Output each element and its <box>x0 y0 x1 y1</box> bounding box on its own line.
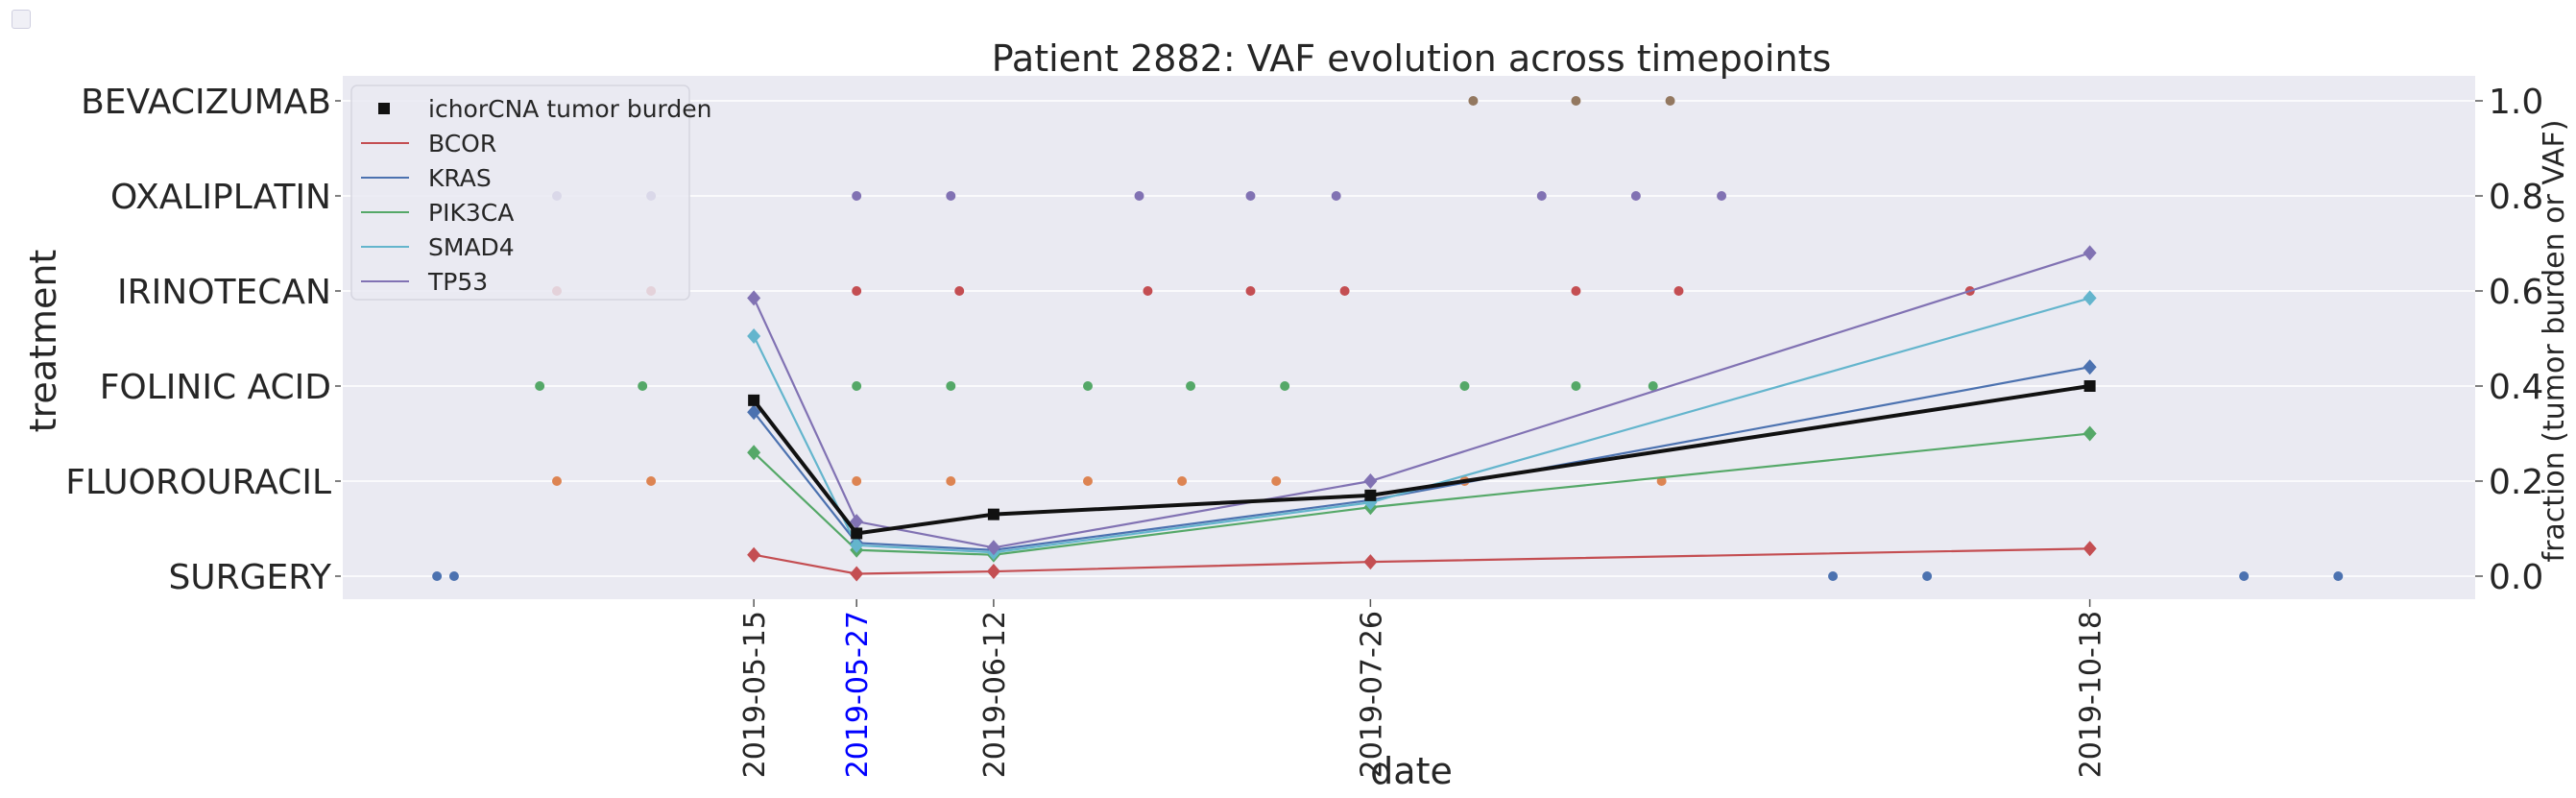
treatment-event-dot <box>1083 476 1094 486</box>
treatment-event-dot <box>2239 571 2250 581</box>
series-point <box>1364 489 1377 501</box>
series-point <box>851 527 863 540</box>
y-left-tick-label: OXALIPLATIN <box>110 178 331 217</box>
treatment-event-dot <box>852 286 862 296</box>
series-point <box>747 328 761 345</box>
y-right-tick-label: 0.2 <box>2489 463 2543 502</box>
series-point <box>1363 473 1378 489</box>
series-point <box>2082 359 2097 375</box>
y-left-tick-label: SURGERY <box>168 558 332 597</box>
x-tick-label: 2019-05-27 <box>841 611 875 778</box>
treatment-event-dot <box>1571 381 1581 391</box>
treatment-event-dot <box>954 286 965 296</box>
treatment-event-dot <box>852 476 862 486</box>
series-point <box>2082 541 2097 557</box>
plot-area <box>343 76 2475 599</box>
series-point <box>747 404 761 421</box>
series-point <box>986 564 1000 580</box>
treatment-event-dot <box>1271 476 1282 486</box>
legend-label: PIK3CA <box>428 199 514 227</box>
treatment-event-dot <box>1339 286 1350 296</box>
y-left-tick-label: FOLINIC ACID <box>100 368 331 407</box>
series-point <box>1363 554 1378 570</box>
x-axis-label: date <box>1370 750 1453 792</box>
treatment-event-dot <box>946 476 956 486</box>
series-point <box>747 290 761 306</box>
treatment-event-dot <box>1143 286 1153 296</box>
legend: ichorCNA tumor burden BCOR KRAS PIK3CA SMAD4… <box>350 85 711 301</box>
y-axis-left-label: treatment <box>22 250 64 433</box>
treatment-event-dot <box>1571 96 1581 106</box>
y-right-tick-label: 0.8 <box>2489 178 2543 217</box>
x-tick-label: 2019-06-12 <box>978 611 1012 778</box>
treatment-event-dot <box>1245 191 1256 201</box>
legend-label: ichorCNA tumor burden <box>428 95 711 123</box>
treatment-event-dot <box>1648 381 1658 391</box>
treatment-event-dot <box>1665 96 1675 106</box>
treatment-event-dot <box>1630 191 1641 201</box>
legend-label: TP53 <box>427 268 488 296</box>
series-point <box>850 537 864 553</box>
y-left-tick-label: IRINOTECAN <box>117 273 331 312</box>
treatment-event-dot <box>535 381 545 391</box>
axis-layer: SURGERY FLUOROURACIL FOLINIC ACID IRINOTECA… <box>65 83 2543 778</box>
corner-checkbox <box>12 10 31 29</box>
series-point <box>850 566 864 582</box>
legend-frame <box>350 85 690 301</box>
y-left-tick-label: FLUOROURACIL <box>65 463 331 502</box>
treatment-event-dot <box>432 571 443 581</box>
x-tick-label: 2019-10-18 <box>2075 611 2108 778</box>
y-axis-right-label: fraction (tumor burden or VAF) <box>2538 120 2571 563</box>
treatment-event-dot <box>1459 381 1470 391</box>
y-right-tick-label: 0.4 <box>2489 368 2543 407</box>
y-left-tick-label: BEVACIZUMAB <box>81 83 331 122</box>
series-point <box>850 514 864 530</box>
y-right-tick-label: 0.6 <box>2489 273 2543 312</box>
treatment-event-dot <box>1245 286 1256 296</box>
x-tick-label: 2019-07-26 <box>1355 611 1388 778</box>
series-point <box>987 508 999 520</box>
series-point <box>747 546 761 563</box>
treatment-event-dot <box>1673 286 1684 296</box>
treatment-event-dot <box>1186 381 1196 391</box>
treatment-event-dot <box>551 476 562 486</box>
series-point <box>986 540 1000 556</box>
series-layer <box>747 245 2097 582</box>
treatment-event-dot <box>1922 571 1933 581</box>
legend-label: SMAD4 <box>428 233 515 261</box>
legend-label: BCOR <box>428 130 496 157</box>
treatment-event-dot <box>638 381 648 391</box>
chart-title: Patient 2882: VAF evolution across timep… <box>992 37 1832 80</box>
treatment-event-dot <box>1331 191 1341 201</box>
treatment-event-dot <box>852 381 862 391</box>
series-point <box>2082 290 2097 306</box>
series-point <box>2082 425 2097 442</box>
treatment-event-dot <box>2333 571 2344 581</box>
series-point <box>748 394 760 406</box>
y-right-tick-label: 0.0 <box>2489 558 2543 597</box>
legend-label: KRAS <box>428 164 492 192</box>
series-point <box>2083 380 2096 392</box>
treatment-event-dot <box>1468 96 1479 106</box>
legend-swatch <box>378 103 390 114</box>
series-point <box>747 445 761 461</box>
grid-layer <box>343 100 2475 577</box>
treatment-event-dot <box>946 191 956 201</box>
treatment-event-dot <box>646 476 657 486</box>
treatment-event-dot <box>1828 571 1839 581</box>
treatment-event-dot <box>1177 476 1188 486</box>
treatment-event-dot <box>1536 191 1547 201</box>
x-tick-label: 2019-05-15 <box>738 611 772 778</box>
treatment-event-dot <box>946 381 956 391</box>
treatment-event-dot <box>1134 191 1144 201</box>
series-point <box>2082 245 2097 261</box>
y-right-tick-label: 1.0 <box>2489 83 2543 122</box>
treatment-event-dot <box>1717 191 1727 201</box>
treatment-event-dot <box>1083 381 1094 391</box>
treatment-event-dot <box>1571 286 1581 296</box>
treatment-event-dot <box>1280 381 1290 391</box>
treatment-event-dot <box>448 571 459 581</box>
treatment-event-dot <box>852 191 862 201</box>
